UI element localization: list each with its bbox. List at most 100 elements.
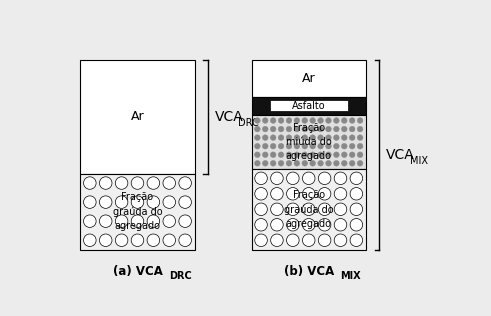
Ellipse shape — [115, 234, 128, 246]
Text: DRC: DRC — [169, 271, 191, 281]
Text: VCA: VCA — [386, 148, 415, 162]
Ellipse shape — [131, 196, 144, 208]
Ellipse shape — [278, 135, 284, 141]
Ellipse shape — [357, 135, 363, 141]
Ellipse shape — [271, 188, 283, 200]
Ellipse shape — [357, 143, 363, 149]
Ellipse shape — [357, 126, 363, 132]
Text: (a) VCA: (a) VCA — [112, 265, 163, 278]
Ellipse shape — [179, 196, 191, 208]
Ellipse shape — [271, 143, 276, 149]
Ellipse shape — [286, 118, 292, 123]
Bar — [251, 169, 366, 250]
Ellipse shape — [302, 152, 308, 158]
Ellipse shape — [278, 161, 284, 166]
Ellipse shape — [318, 143, 324, 149]
Ellipse shape — [349, 152, 355, 158]
Ellipse shape — [333, 161, 339, 166]
Ellipse shape — [83, 234, 96, 246]
Ellipse shape — [254, 118, 260, 123]
Ellipse shape — [302, 172, 315, 185]
Ellipse shape — [83, 196, 96, 208]
Ellipse shape — [310, 161, 316, 166]
Ellipse shape — [254, 152, 260, 158]
Ellipse shape — [115, 215, 128, 228]
Text: Ar: Ar — [302, 72, 316, 85]
Ellipse shape — [286, 126, 292, 132]
Ellipse shape — [333, 152, 339, 158]
Text: Fração
miúda do
agregado: Fração miúda do agregado — [286, 123, 332, 161]
Bar — [251, 115, 366, 169]
Ellipse shape — [286, 161, 292, 166]
Ellipse shape — [278, 118, 284, 123]
Ellipse shape — [318, 219, 331, 231]
Ellipse shape — [341, 135, 347, 141]
Ellipse shape — [278, 126, 284, 132]
Ellipse shape — [255, 219, 267, 231]
Ellipse shape — [350, 203, 363, 216]
Ellipse shape — [271, 152, 276, 158]
Ellipse shape — [254, 135, 260, 141]
Text: (b) VCA: (b) VCA — [284, 265, 334, 278]
Ellipse shape — [287, 188, 299, 200]
Ellipse shape — [334, 172, 347, 185]
Ellipse shape — [99, 177, 112, 189]
Ellipse shape — [333, 143, 339, 149]
Ellipse shape — [254, 161, 260, 166]
Ellipse shape — [318, 152, 324, 158]
Ellipse shape — [333, 126, 339, 132]
Ellipse shape — [310, 135, 316, 141]
Ellipse shape — [318, 188, 331, 200]
Ellipse shape — [255, 188, 267, 200]
Ellipse shape — [334, 234, 347, 246]
Ellipse shape — [254, 143, 260, 149]
Ellipse shape — [357, 161, 363, 166]
Ellipse shape — [302, 143, 308, 149]
Ellipse shape — [287, 172, 299, 185]
Text: Fração
graúda do
agregado: Fração graúda do agregado — [112, 192, 163, 231]
Ellipse shape — [326, 118, 331, 123]
Ellipse shape — [350, 234, 363, 246]
Ellipse shape — [350, 219, 363, 231]
Ellipse shape — [255, 172, 267, 185]
Ellipse shape — [179, 215, 191, 228]
Ellipse shape — [349, 161, 355, 166]
Ellipse shape — [179, 234, 191, 246]
Ellipse shape — [341, 126, 347, 132]
Ellipse shape — [147, 177, 160, 189]
Ellipse shape — [326, 135, 331, 141]
Ellipse shape — [349, 135, 355, 141]
Ellipse shape — [349, 143, 355, 149]
Ellipse shape — [302, 135, 308, 141]
Ellipse shape — [318, 234, 331, 246]
Ellipse shape — [286, 143, 292, 149]
Ellipse shape — [310, 126, 316, 132]
Ellipse shape — [326, 152, 331, 158]
Ellipse shape — [255, 234, 267, 246]
Ellipse shape — [302, 219, 315, 231]
Ellipse shape — [333, 135, 339, 141]
Ellipse shape — [147, 196, 160, 208]
Ellipse shape — [334, 203, 347, 216]
Ellipse shape — [179, 177, 191, 189]
Ellipse shape — [163, 177, 176, 189]
Ellipse shape — [318, 135, 324, 141]
Bar — [81, 174, 194, 250]
Ellipse shape — [262, 152, 268, 158]
Ellipse shape — [341, 161, 347, 166]
Text: DRC: DRC — [238, 118, 259, 128]
Ellipse shape — [294, 143, 300, 149]
Ellipse shape — [262, 143, 268, 149]
Ellipse shape — [310, 118, 316, 123]
Ellipse shape — [302, 234, 315, 246]
Ellipse shape — [278, 152, 284, 158]
Ellipse shape — [271, 203, 283, 216]
Text: MIX: MIX — [340, 271, 360, 281]
Ellipse shape — [147, 234, 160, 246]
Ellipse shape — [278, 143, 284, 149]
Ellipse shape — [294, 152, 300, 158]
Ellipse shape — [310, 152, 316, 158]
Ellipse shape — [287, 203, 299, 216]
Ellipse shape — [287, 219, 299, 231]
Ellipse shape — [115, 177, 128, 189]
